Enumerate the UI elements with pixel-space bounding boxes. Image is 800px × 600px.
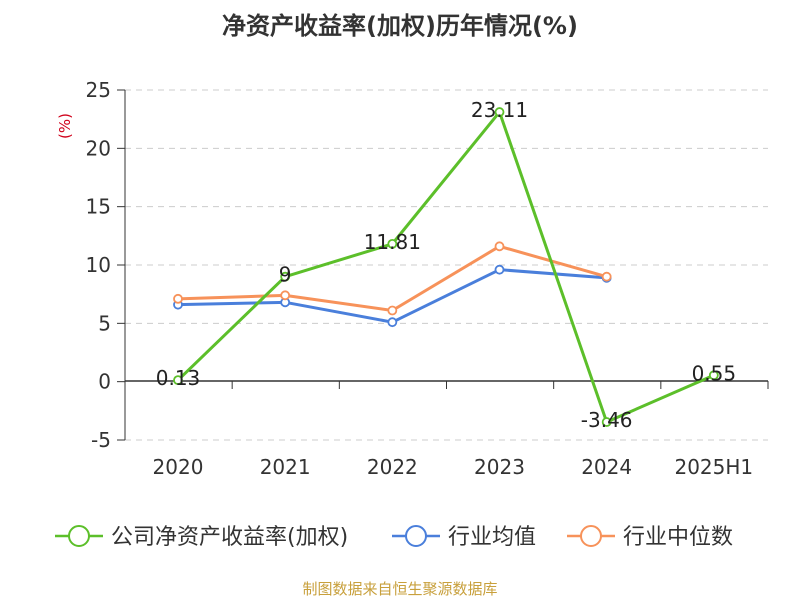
y-tick-label-25: 25	[86, 78, 111, 102]
source-note: 制图数据来自恒生聚源数据库	[302, 580, 498, 598]
x-tick-label-2021: 2021	[260, 455, 311, 479]
gridlines	[125, 89, 768, 441]
series-0-point-2024	[601, 417, 612, 427]
legend-marker-1	[405, 525, 427, 547]
legend-label-0: 公司净资产收益率(加权)	[111, 525, 348, 550]
series-2-point-2021	[280, 290, 291, 301]
chart-title: 净资产收益率(加权)历年情况(%)	[222, 12, 578, 40]
series-1-point-2022	[387, 317, 398, 328]
series-lines	[173, 107, 719, 427]
legend-label-1: 行业均值	[448, 525, 536, 550]
legend-marker-2	[580, 525, 602, 547]
data-label-2020: 0.13	[156, 366, 201, 390]
series-2-point-2023	[494, 241, 505, 252]
y-tick-label-20: 20	[86, 136, 111, 160]
series-line-2	[177, 244, 608, 312]
legend: 公司净资产收益率(加权) 行业均值 行业中位数	[55, 525, 733, 550]
axes	[117, 89, 769, 441]
x-tick-label-2023: 2023	[474, 455, 525, 479]
series-line-0	[176, 110, 715, 424]
x-tick-label-2022: 2022	[367, 455, 418, 479]
series-2-point-2020	[173, 293, 183, 304]
y-tick-labels: 25 20 15 10 5 0 -5	[86, 78, 111, 452]
y-tick-label-0: 0	[98, 370, 111, 394]
series-0-point-2021	[280, 271, 291, 282]
x-tick-labels: 2020 2021 2022 2023 2024 2025H1	[153, 455, 754, 479]
series-0-point-2022	[387, 238, 398, 249]
series-2-point-2024	[601, 271, 612, 282]
y-tick-label-5: 5	[98, 311, 111, 335]
x-tick-label-2025H1: 2025H1	[674, 455, 753, 479]
data-label-2025H1: 0.55	[692, 361, 737, 385]
series-0-point-2020	[173, 375, 183, 386]
y-tick-label--5: -5	[91, 428, 111, 452]
x-tick-label-2024: 2024	[581, 455, 632, 479]
legend-label-2: 行业中位数	[623, 525, 733, 550]
series-2-point-2022	[387, 305, 398, 316]
x-tick-label-2020: 2020	[153, 455, 204, 479]
data-labels: 0.13 9 11.81 23.11 -3.46 0.55	[156, 98, 736, 432]
data-label-2022: 11.81	[364, 230, 421, 254]
data-label-2023: 23.11	[471, 98, 528, 122]
series-1-point-2023	[494, 264, 505, 275]
data-label-2024: -3.46	[581, 408, 633, 432]
legend-marker-0	[68, 525, 90, 547]
series-0-point-2023	[494, 107, 505, 117]
y-axis-label: (%)	[56, 113, 74, 139]
y-tick-label-10: 10	[86, 253, 111, 277]
y-tick-label-15: 15	[86, 195, 111, 219]
data-label-2021: 9	[279, 263, 292, 287]
series-0-point-2025H1	[708, 370, 719, 381]
